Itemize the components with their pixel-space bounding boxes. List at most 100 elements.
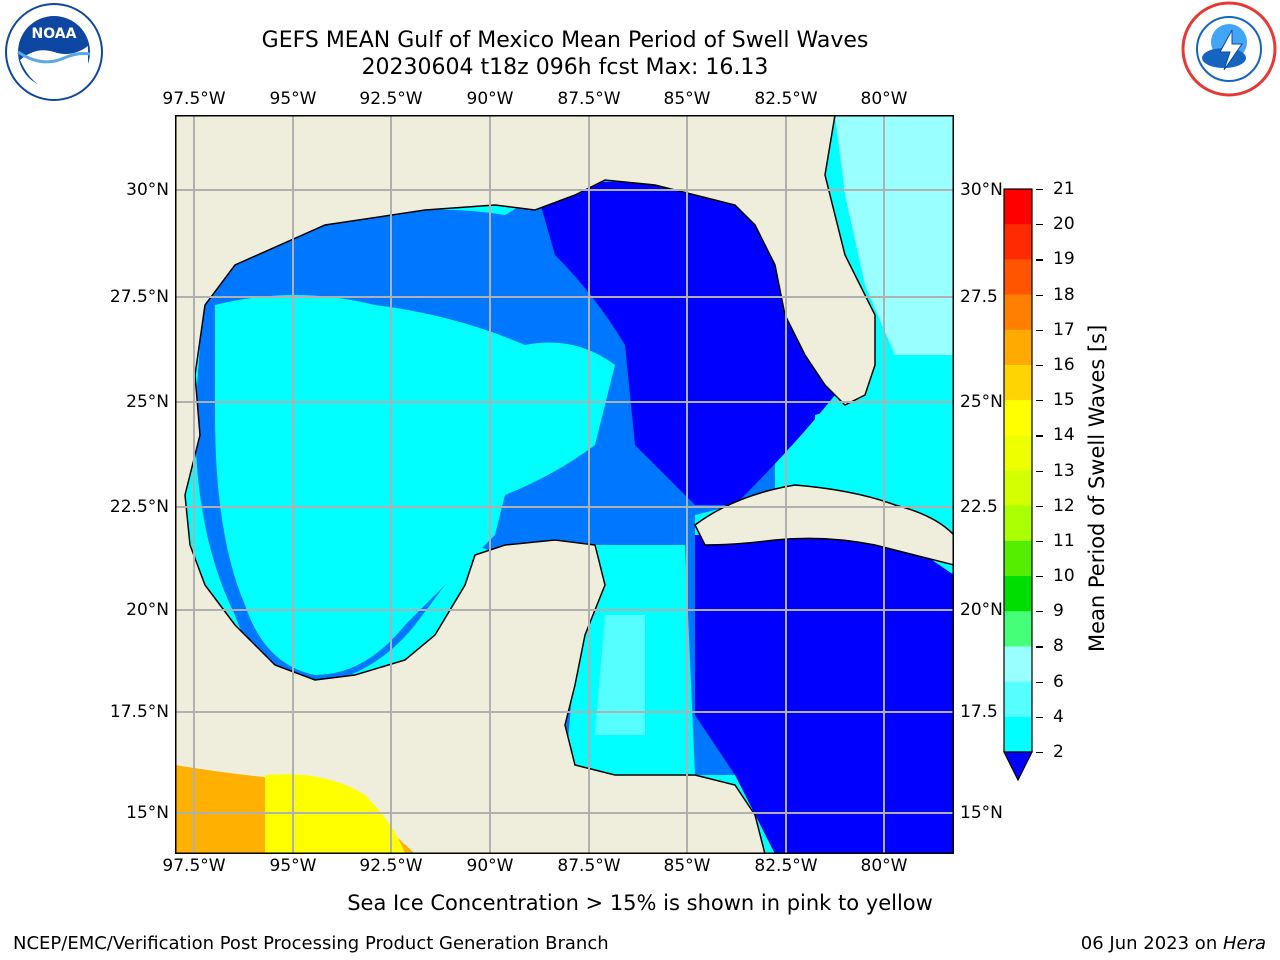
swell-band-4-6s-straits: [815, 385, 925, 495]
land-cuba: [694, 484, 954, 566]
colorbar-tick-label: 2: [1053, 742, 1064, 762]
lat-tick-right: 27.5: [960, 287, 998, 307]
colorbar-tick-mark: [1036, 329, 1043, 331]
colorbar-segment: [1004, 400, 1032, 436]
colorbar-frame: [1003, 188, 1033, 753]
colorbar-tick-mark: [1036, 294, 1043, 296]
colorbar-tick-label: 18: [1053, 284, 1075, 305]
lat-tick-right: 20°N: [960, 600, 1003, 620]
colorbar-segment: [1004, 329, 1032, 366]
colorbar-segment: [1004, 540, 1032, 577]
colorbar-tick-mark: [1036, 470, 1043, 472]
colorbar-tick-mark: [1036, 576, 1043, 578]
colorbar-tick-mark: [1036, 540, 1043, 543]
lat-tick-left: 30°N: [126, 180, 169, 200]
colorbar-segment: [1004, 470, 1032, 507]
colorbar-tick-label: 21: [1053, 179, 1075, 199]
colorbar-tick-label: 17: [1053, 319, 1075, 340]
lon-tick-top: 90°W: [466, 89, 514, 109]
colorbar-tick-label: 4: [1053, 706, 1064, 727]
lon-tick-top: 87.5°W: [557, 89, 621, 109]
lat-tick-left: 27.5°N: [109, 287, 169, 307]
colorbar-segment: [1004, 681, 1032, 718]
colorbar-segment: [1004, 294, 1032, 331]
lon-tick-bottom: 87.5°W: [557, 856, 621, 876]
colorbar-tick-mark: [1036, 189, 1043, 191]
ice-region-south-yellow: [265, 774, 405, 854]
lon-tick-top: 85°W: [663, 89, 711, 109]
colorbar-segment: [1004, 364, 1032, 401]
colorbar-tick-mark: [1036, 505, 1043, 507]
colorbar-tick-label: 16: [1053, 354, 1075, 375]
nws-logo: [1181, 1, 1277, 97]
colorbar-tick-label: 6: [1053, 671, 1064, 692]
lon-tick-bottom: 92.5°W: [359, 856, 423, 876]
lon-tick-top: 80°W: [860, 89, 908, 109]
forecast-subtitle: 20230604 t18z 096h fcst Max: 16.13: [361, 55, 769, 80]
colorbar-segment: [1004, 611, 1032, 647]
colorbar-tick-mark: [1036, 224, 1043, 226]
colorbar-segment: [1004, 224, 1032, 260]
colorbar-segment: [1004, 435, 1032, 471]
colorbar-segment: [1004, 576, 1032, 612]
lon-tick-bottom: 97.5°W: [162, 856, 226, 876]
colorbar-tick-label: 9: [1053, 601, 1064, 622]
colorbar-segment: [1004, 189, 1032, 225]
lon-tick-bottom: 95°W: [269, 856, 317, 876]
map-title: GEFS MEAN Gulf of Mexico Mean Period of …: [261, 28, 869, 53]
map-grid: [175, 115, 954, 854]
noaa-logo: NOAA: [5, 3, 103, 101]
colorbar-tick-mark: [1036, 259, 1043, 261]
colorbar-tick-mark: [1036, 752, 1043, 754]
svg-text:NOAA: NOAA: [32, 26, 77, 42]
lon-tick-top: 92.5°W: [359, 89, 423, 109]
colorbar-segment: [1004, 259, 1032, 296]
lat-tick-right: 25°N: [960, 392, 1003, 412]
lon-tick-bottom: 90°W: [466, 856, 514, 876]
lat-tick-left: 25°N: [126, 392, 169, 412]
lat-tick-left: 22.5°N: [109, 497, 169, 517]
colorbar-tick-mark: [1036, 646, 1043, 648]
sea-ice-note: Sea Ice Concentration > 15% is shown in …: [347, 891, 933, 915]
lat-tick-left: 20°N: [126, 600, 169, 620]
lon-tick-bottom: 80°W: [860, 856, 908, 876]
colorbar-tick-mark: [1036, 400, 1043, 402]
colorbar-segment: [1004, 505, 1032, 542]
run-date-text: 06 Jun 2023 on: [1080, 933, 1223, 954]
run-date: 06 Jun 2023 on Hera: [1081, 933, 1266, 954]
colorbar-tick-mark: [1036, 681, 1043, 683]
colorbar-tick-label: 8: [1053, 636, 1064, 657]
lat-tick-right: 17.5: [960, 702, 998, 722]
colorbar-tick-mark: [1036, 716, 1043, 718]
colorbar-tick-label: 11: [1053, 530, 1075, 551]
colorbar-segment: [1004, 646, 1032, 683]
swell-band-8-9s-atlantic: [835, 115, 954, 355]
swell-band-4-6s-west: [215, 295, 615, 675]
lat-tick-right: 22.5: [960, 497, 998, 517]
colorbar-tick-mark: [1036, 364, 1043, 367]
lon-tick-bottom: 85°W: [663, 856, 711, 876]
gulf-of-mexico-map: [175, 115, 954, 854]
producer-credit: NCEP/EMC/Verification Post Processing Pr…: [13, 933, 609, 954]
colorbar-tick-label: 20: [1053, 214, 1075, 235]
host-name: Hera: [1222, 933, 1266, 954]
colorbar-tick-label: 13: [1053, 460, 1075, 481]
lat-tick-right: 30°N: [960, 180, 1003, 200]
lat-tick-right: 15°N: [960, 803, 1003, 823]
colorbar-tick-label: 19: [1053, 249, 1075, 270]
colorbar-tick-label: 14: [1053, 425, 1075, 446]
lat-tick-left: 17.5°N: [109, 702, 169, 722]
colorbar-tick-mark: [1036, 611, 1043, 613]
map-frame: [175, 115, 954, 854]
lon-tick-top: 97.5°W: [162, 89, 226, 109]
colorbar-tick-label: 12: [1053, 495, 1075, 516]
colorbar-label: Mean Period of Swell Waves [s]: [1085, 324, 1109, 652]
colorbar: [1003, 188, 1033, 782]
swell-band-below-2s-east: [535, 181, 835, 505]
lon-tick-bottom: 82.5°W: [754, 856, 818, 876]
lon-tick-top: 95°W: [269, 89, 317, 109]
colorbar-extend-arrow: [1003, 751, 1033, 782]
colorbar-tick-label: 10: [1053, 566, 1075, 587]
swell-band-6-8s-yucatan: [595, 615, 645, 735]
lat-tick-left: 15°N: [126, 803, 169, 823]
